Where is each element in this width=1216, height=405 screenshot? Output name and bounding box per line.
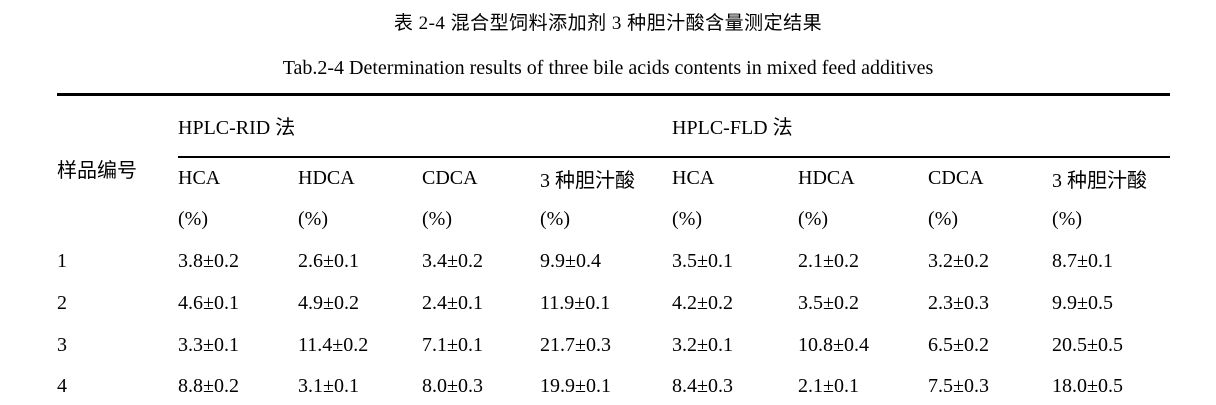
col-header-rid-hdca: HDCA <box>298 166 355 189</box>
group-header-hplc-fld: HPLC-FLD 法 <box>672 94 1171 158</box>
sample-number: 1 <box>57 250 67 272</box>
col-header-fld-total: 3 种胆汁酸 <box>1052 169 1148 192</box>
value-cell: 7.1±0.1 <box>422 334 483 356</box>
value-cell: 3.8±0.2 <box>178 250 239 272</box>
results-table: 样品编号 HPLC-RID 法 HPLC-FLD 法 HCA HDCA CDCA… <box>57 93 1171 405</box>
table-title-chinese: 表 2-4 混合型饲料添加剂 3 种胆汁酸含量测定结果 <box>393 13 823 34</box>
value-cell: 4.6±0.1 <box>178 292 239 314</box>
value-cell: 4.9±0.2 <box>298 292 359 314</box>
unit-cell: (%) <box>1052 208 1083 230</box>
value-cell: 2.6±0.1 <box>298 250 359 272</box>
value-cell: 4.2±0.2 <box>672 292 734 314</box>
table-row-sample-4: 4 8.8±0.2 3.1±0.1 8.0±0.3 19.9±0.1 8.4±0… <box>57 367 1170 405</box>
unit-cell: (%) <box>928 208 959 230</box>
col-header-rid-total: 3 种胆汁酸 <box>540 169 635 192</box>
unit-cell: (%) <box>422 208 452 230</box>
value-cell: 11.4±0.2 <box>298 334 369 356</box>
value-cell: 8.7±0.1 <box>1052 250 1114 272</box>
value-cell: 11.9±0.1 <box>540 292 611 314</box>
value-cell: 9.9±0.5 <box>1052 292 1114 314</box>
value-cell: 2.3±0.3 <box>928 292 990 314</box>
col-header-fld-cdca: CDCA <box>928 166 984 189</box>
value-cell: 9.9±0.4 <box>540 250 601 272</box>
value-cell: 7.5±0.3 <box>928 375 990 398</box>
value-cell: 10.8±0.4 <box>798 334 870 356</box>
sample-number: 4 <box>57 375 67 398</box>
value-cell: 8.8±0.2 <box>178 375 239 398</box>
table-row-sample-3: 3 3.3±0.1 11.4±0.2 7.1±0.1 21.7±0.3 3.2±… <box>57 325 1170 367</box>
unit-row: (%) (%) (%) (%) (%) (%) (%) (%) <box>57 199 1170 241</box>
value-cell: 3.5±0.2 <box>798 292 860 314</box>
col-header-fld-hdca: HDCA <box>798 166 855 189</box>
value-cell: 6.5±0.2 <box>928 334 990 356</box>
value-cell: 2.4±0.1 <box>422 292 483 314</box>
value-cell: 18.0±0.5 <box>1052 375 1124 398</box>
value-cell: 2.1±0.2 <box>798 250 860 272</box>
group-header-row: 样品编号 HPLC-RID 法 HPLC-FLD 法 <box>57 94 1171 182</box>
value-cell: 8.4±0.3 <box>672 375 734 398</box>
value-cell: 3.5±0.1 <box>672 250 734 272</box>
sample-number: 3 <box>57 334 67 356</box>
col-header-fld-hca: HCA <box>672 166 715 189</box>
unit-cell: (%) <box>540 208 570 230</box>
value-cell: 20.5±0.5 <box>1052 334 1124 356</box>
sample-id-column-header: 样品编号 <box>57 159 137 182</box>
value-cell: 2.1±0.1 <box>798 375 860 398</box>
col-header-rid-cdca: CDCA <box>422 166 478 189</box>
value-cell: 3.4±0.2 <box>422 250 483 272</box>
col-header-rid-hca: HCA <box>178 166 221 189</box>
sample-number: 2 <box>57 292 67 314</box>
value-cell: 3.2±0.1 <box>672 334 734 356</box>
value-cell: 21.7±0.3 <box>540 334 611 356</box>
unit-cell: (%) <box>178 208 208 230</box>
table-title-english: Tab.2-4 Determination results of three b… <box>282 57 934 79</box>
unit-cell: (%) <box>298 208 328 230</box>
value-cell: 3.1±0.1 <box>298 375 359 398</box>
unit-cell: (%) <box>672 208 703 230</box>
value-cell: 8.0±0.3 <box>422 375 483 398</box>
group-header-hplc-rid: HPLC-RID 法 <box>178 94 673 158</box>
table-row-sample-1: 1 3.8±0.2 2.6±0.1 3.4±0.2 9.9±0.4 3.5±0.… <box>57 241 1170 283</box>
table-row-sample-2: 2 4.6±0.1 4.9±0.2 2.4±0.1 11.9±0.1 4.2±0… <box>57 283 1170 325</box>
unit-cell: (%) <box>798 208 829 230</box>
analyte-header-row: HCA HDCA CDCA 3 种胆汁酸 HCA HDCA CDCA 3 种胆汁… <box>57 157 1170 199</box>
value-cell: 19.9±0.1 <box>540 375 611 398</box>
value-cell: 3.2±0.2 <box>928 250 990 272</box>
value-cell: 3.3±0.1 <box>178 334 239 356</box>
